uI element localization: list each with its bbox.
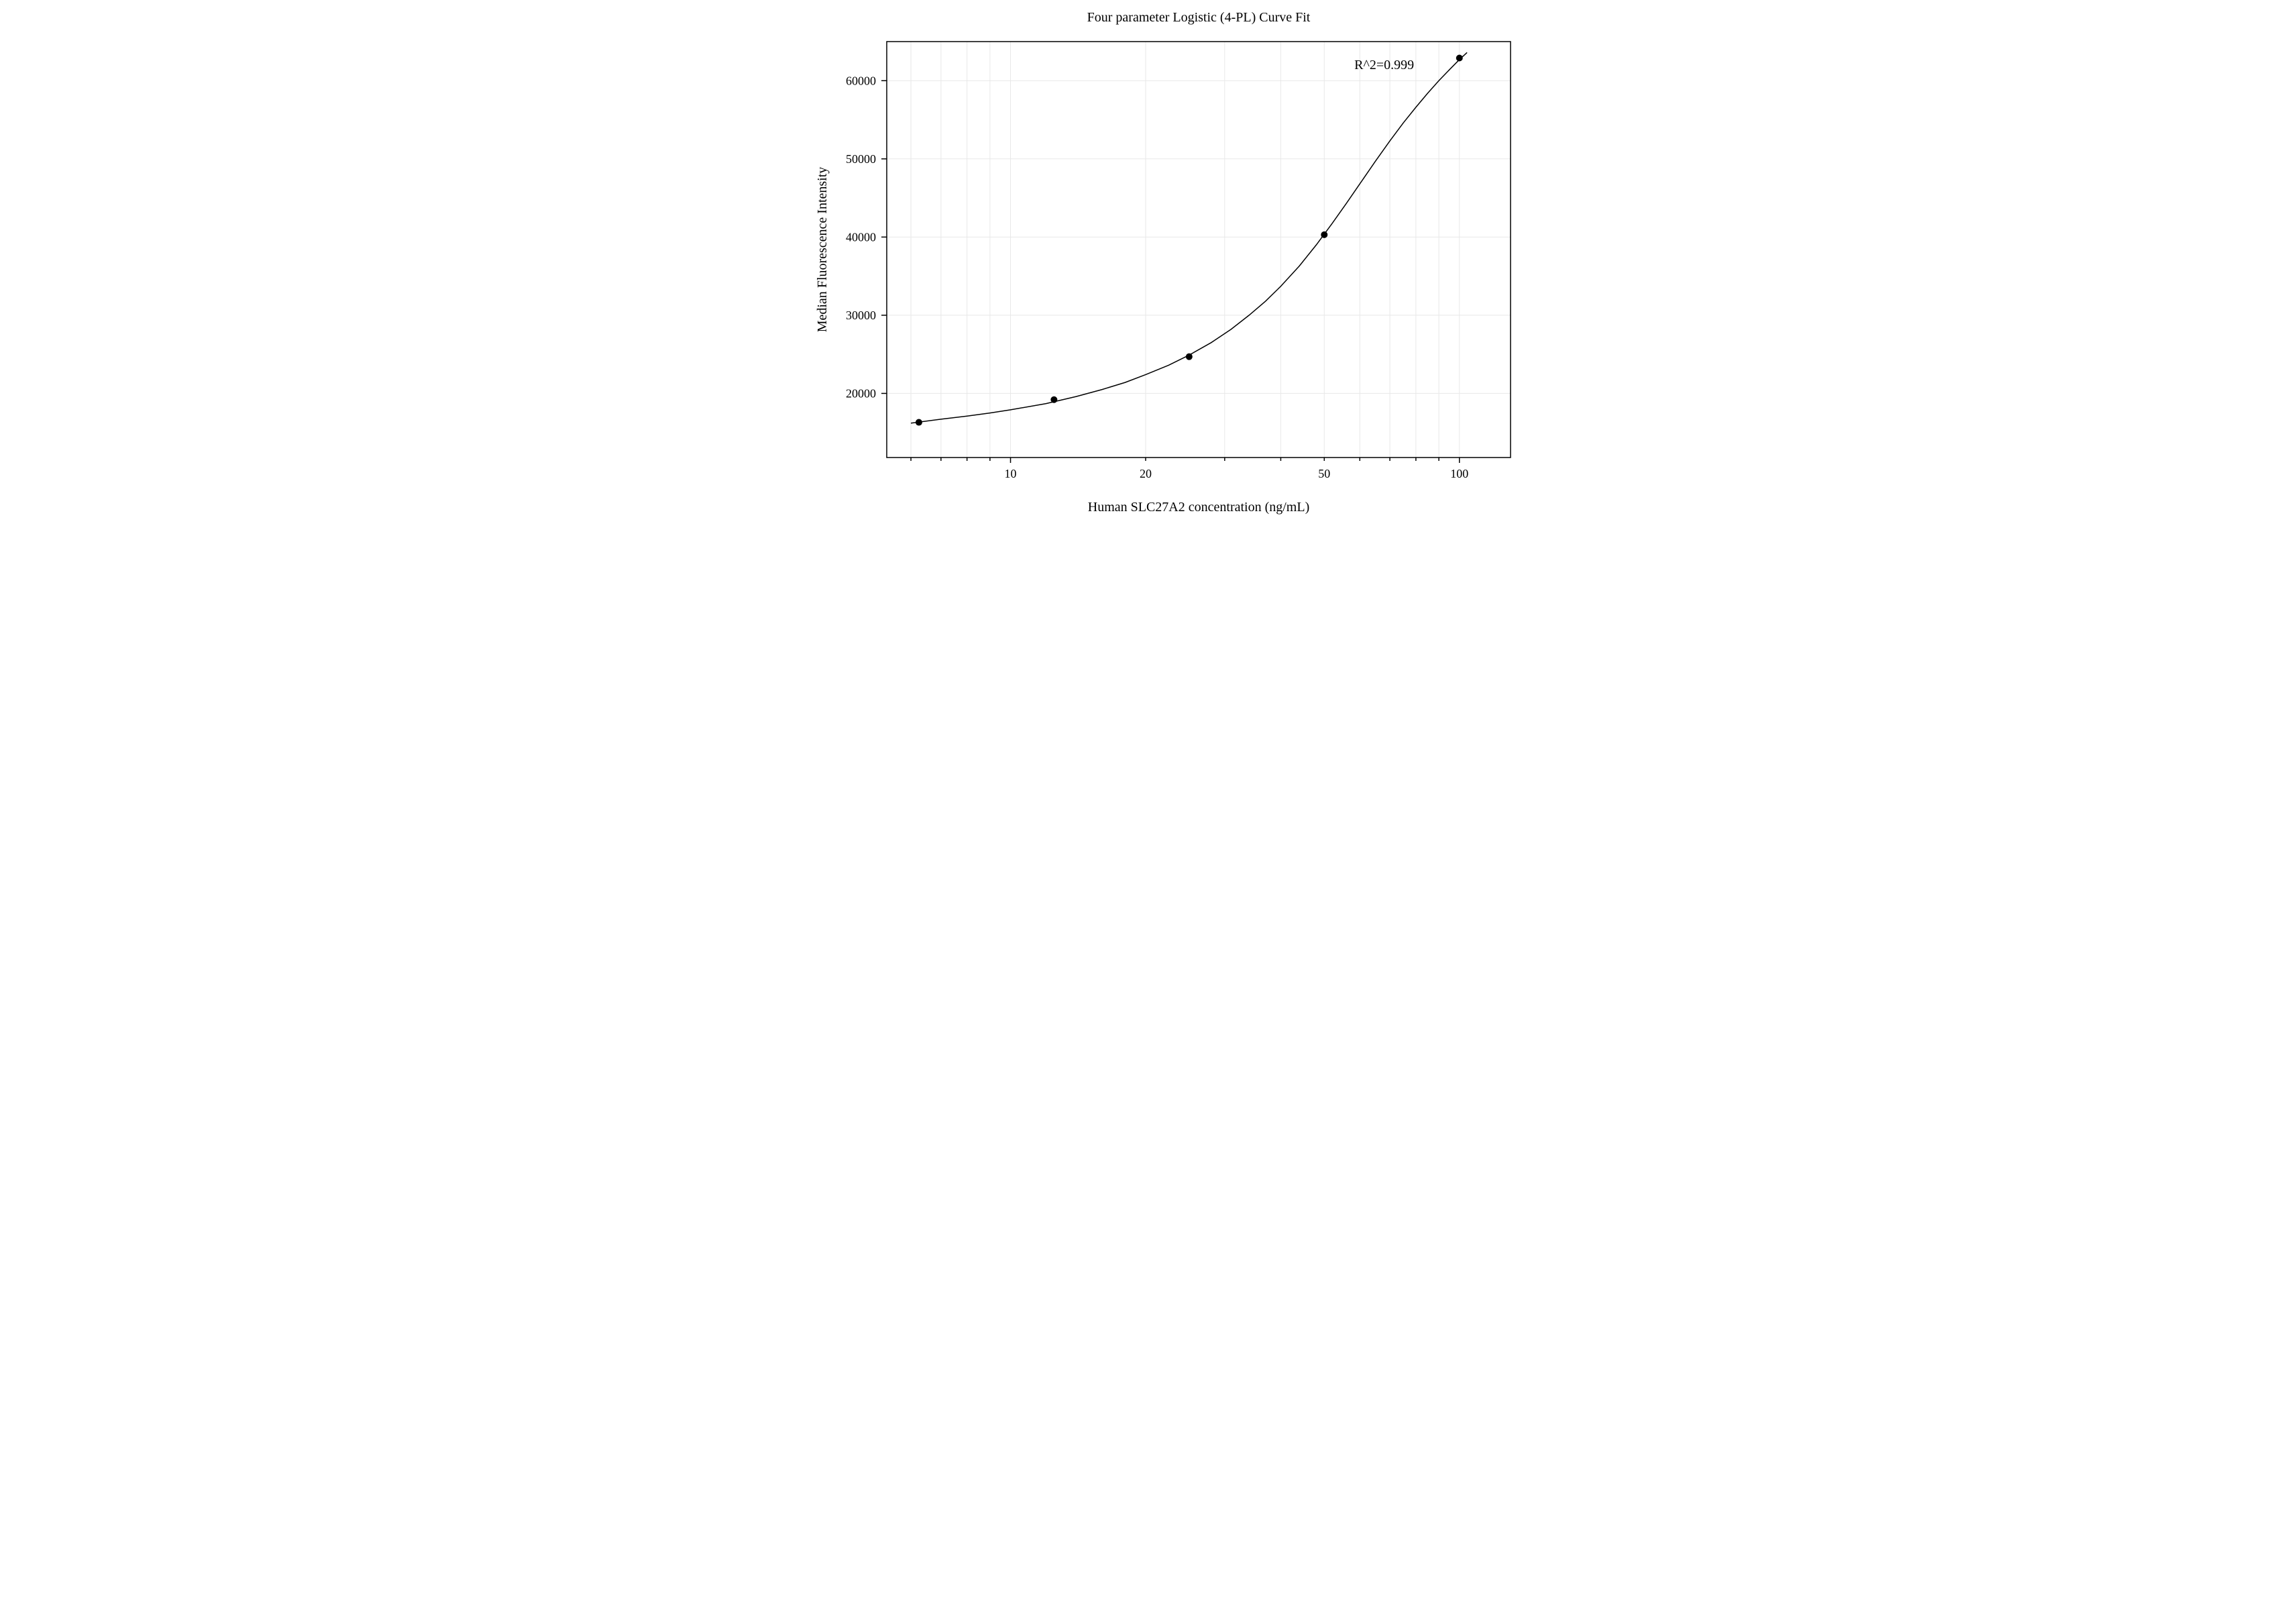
x-tick-label: 100 [1450, 467, 1468, 480]
x-tick-label: 10 [1004, 467, 1016, 480]
r-squared-annotation: R^2=0.999 [1354, 58, 1414, 72]
y-tick-label: 40000 [846, 230, 876, 244]
data-point [915, 419, 922, 426]
chart-title: Four parameter Logistic (4-PL) Curve Fit [1087, 10, 1310, 25]
y-tick-label: 20000 [846, 386, 876, 400]
x-tick-label: 20 [1139, 467, 1151, 480]
y-tick-label: 50000 [846, 152, 876, 166]
data-point [1050, 396, 1057, 403]
y-axis-label: Median Fluorescence Intensity [815, 167, 830, 333]
data-point [1185, 354, 1192, 360]
y-tick-label: 60000 [846, 74, 876, 87]
curve-fit-chart: 10 100 20 50 20000 30000 40000 50000 60000 Four p… [746, 0, 1551, 562]
x-tick-label: 50 [1318, 467, 1330, 480]
data-point [1456, 54, 1462, 61]
data-point [1321, 231, 1327, 238]
y-tick-label: 30000 [846, 309, 876, 322]
x-axis-label: Human SLC27A2 concentration (ng/mL) [1087, 500, 1309, 515]
chart-container: 10 100 20 50 20000 30000 40000 50000 60000 Four p… [746, 0, 1551, 562]
